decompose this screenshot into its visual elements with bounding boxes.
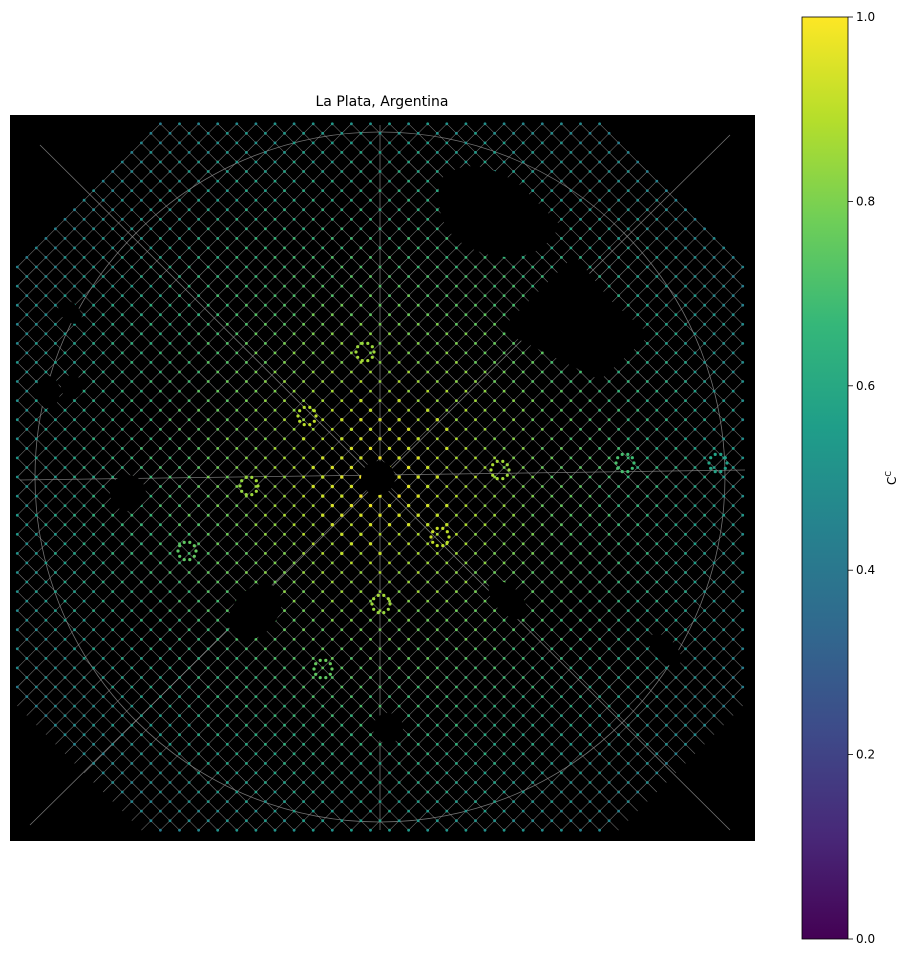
- colorbar-tick-label: 0.6: [856, 379, 875, 393]
- map-title: La Plata, Argentina: [316, 94, 449, 110]
- colorbar-label: CC: [884, 471, 899, 485]
- parks: [36, 166, 682, 743]
- colorbar-ticks: 0.0 0.2 0.4 0.6 0.8 1.0: [848, 10, 875, 946]
- colorbar-tick-label: 0.2: [856, 748, 875, 762]
- colorbar: 0.0 0.2 0.4 0.6 0.8 1.0 CC: [801, 10, 899, 946]
- street-network: [15, 122, 746, 832]
- colorbar-gradient: [801, 16, 849, 940]
- colorbar-tick-label: 1.0: [856, 10, 875, 24]
- map-panel: [10, 115, 755, 841]
- colorbar-label-superscript: C: [884, 471, 893, 477]
- street-nodes: [15, 122, 745, 832]
- colorbar-tick-label: 0.0: [856, 932, 875, 946]
- colorbar-tick-label: 0.4: [856, 563, 875, 577]
- colorbar-tick-label: 0.8: [856, 194, 875, 208]
